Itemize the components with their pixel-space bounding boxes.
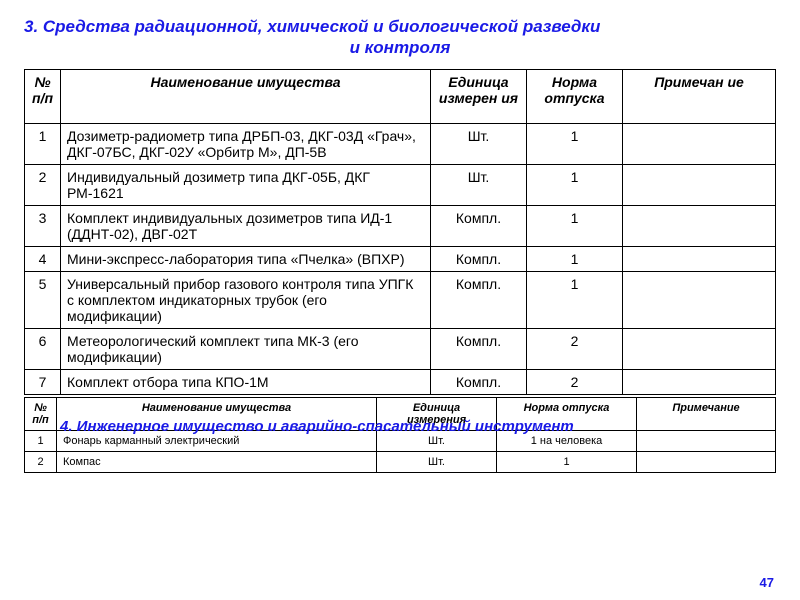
cell: Шт.	[431, 164, 527, 205]
table-row: 3 Комплект индивидуальных дозиметров тип…	[25, 205, 776, 246]
table-row: 2 Компас Шт. 1	[25, 451, 776, 472]
section-3-title-line2: и контроля	[24, 37, 776, 58]
table-row: 4 Мини-экспресс-лаборатория типа «Пчелка…	[25, 246, 776, 271]
col-norm: Норма отпуска	[527, 69, 623, 123]
cell: 1	[527, 271, 623, 328]
cell: Дозиметр-радиометр типа ДРБП-03, ДКГ-03Д…	[61, 123, 431, 164]
cell: 4	[25, 246, 61, 271]
cell: 2	[527, 369, 623, 394]
cell: Шт.	[377, 451, 497, 472]
cell: 3	[25, 205, 61, 246]
cell: Индивидуальный дозиметр типа ДКГ-05Б, ДК…	[61, 164, 431, 205]
col-unit: Единица измерен ия	[431, 69, 527, 123]
cell: 5	[25, 271, 61, 328]
table-3-header-row: № п/п Наименование имущества Единица изм…	[25, 69, 776, 123]
cell: Комплект индивидуальных дозиметров типа …	[61, 205, 431, 246]
cell	[637, 451, 776, 472]
cell: Компл.	[431, 205, 527, 246]
cell: 1	[25, 430, 57, 451]
page-number: 47	[760, 575, 774, 590]
cell: 1	[527, 205, 623, 246]
cell	[637, 430, 776, 451]
col-note: Примечание	[637, 397, 776, 430]
cell: Универсальный прибор газового контроля т…	[61, 271, 431, 328]
table-row: 7 Комплект отбора типа КПО-1М Компл. 2	[25, 369, 776, 394]
cell	[623, 123, 776, 164]
cell: Комплект отбора типа КПО-1М	[61, 369, 431, 394]
cell: 1	[527, 246, 623, 271]
col-number: № п/п	[25, 397, 57, 430]
col-note: Примечан ие	[623, 69, 776, 123]
section-3-title-line1: 3. Средства радиационной, химической и б…	[24, 17, 600, 36]
cell: 6	[25, 328, 61, 369]
cell	[623, 369, 776, 394]
cell: 1	[527, 164, 623, 205]
table-row: 2 Индивидуальный дозиметр типа ДКГ-05Б, …	[25, 164, 776, 205]
cell: Компл.	[431, 369, 527, 394]
cell: 1	[527, 123, 623, 164]
cell: Компл.	[431, 271, 527, 328]
cell	[623, 271, 776, 328]
cell: 1	[25, 123, 61, 164]
cell: Метеорологический комплект типа МК-3 (ег…	[61, 328, 431, 369]
cell	[623, 205, 776, 246]
cell: 2	[25, 164, 61, 205]
cell: 2	[527, 328, 623, 369]
cell: 2	[25, 451, 57, 472]
cell: Компл.	[431, 246, 527, 271]
table-row: 6 Метеорологический комплект типа МК-3 (…	[25, 328, 776, 369]
table-row: 1 Дозиметр-радиометр типа ДРБП-03, ДКГ-0…	[25, 123, 776, 164]
col-name: Наименование имущества	[61, 69, 431, 123]
cell: Компас	[57, 451, 377, 472]
cell: 1	[497, 451, 637, 472]
section-4-title: 4. Инженерное имущество и аварийно-спаса…	[60, 418, 574, 435]
section-3-title: 3. Средства радиационной, химической и б…	[24, 16, 776, 59]
cell	[623, 164, 776, 205]
cell: 7	[25, 369, 61, 394]
col-number: № п/п	[25, 69, 61, 123]
cell: Компл.	[431, 328, 527, 369]
table-3: № п/п Наименование имущества Единица изм…	[24, 69, 776, 395]
table-row: 5 Универсальный прибор газового контроля…	[25, 271, 776, 328]
cell: Мини-экспресс-лаборатория типа «Пчелка» …	[61, 246, 431, 271]
cell	[623, 246, 776, 271]
cell: Шт.	[431, 123, 527, 164]
cell	[623, 328, 776, 369]
